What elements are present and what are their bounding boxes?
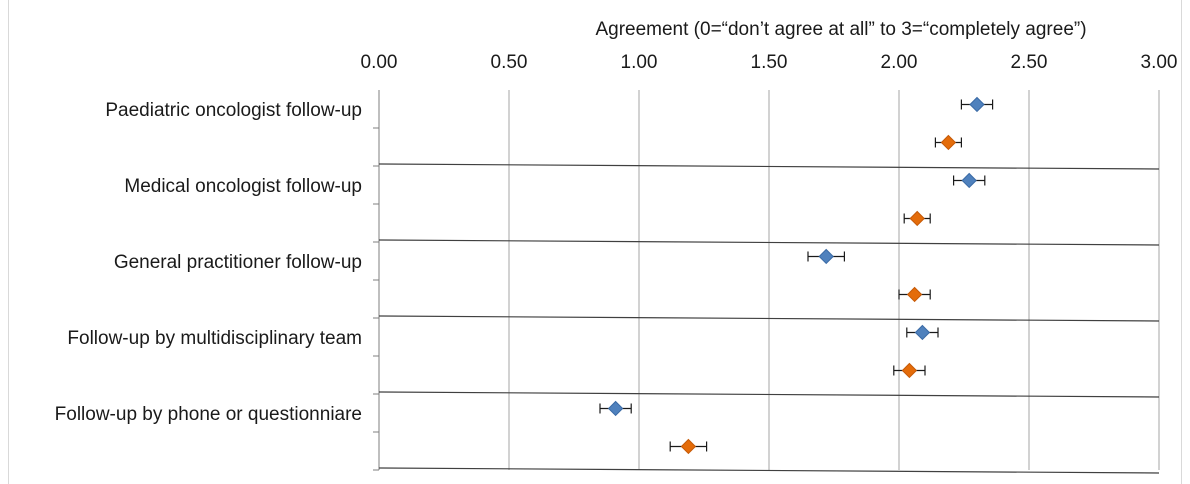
data-point xyxy=(952,172,986,189)
data-point xyxy=(599,400,632,417)
data-point xyxy=(934,134,963,151)
diamond-marker xyxy=(818,248,834,265)
data-point xyxy=(906,324,939,341)
x-tick-label: 1.00 xyxy=(621,52,658,73)
data-point xyxy=(898,286,931,303)
category-label: Follow-up by phone or questionniare xyxy=(55,404,362,425)
x-tick-label: 0.00 xyxy=(361,52,398,73)
diamond-marker xyxy=(680,438,697,455)
data-point xyxy=(903,210,931,227)
category-separator xyxy=(378,391,1160,398)
chart-frame xyxy=(8,0,1182,484)
diamond-marker xyxy=(906,286,923,303)
grid-layer xyxy=(373,90,1160,474)
category-separator xyxy=(378,315,1160,322)
category-label: Medical oncologist follow-up xyxy=(124,176,362,197)
category-separator xyxy=(378,239,1160,246)
x-tick-label: 1.50 xyxy=(751,52,788,73)
x-tick-label: 2.50 xyxy=(1011,52,1048,73)
data-point xyxy=(960,96,994,113)
x-tick-label: 2.00 xyxy=(881,52,918,73)
category-separator xyxy=(378,467,1160,474)
category-label: Follow-up by multidisciplinary team xyxy=(67,328,362,349)
category-label: General practitioner follow-up xyxy=(114,252,362,273)
category-label: Paediatric oncologist follow-up xyxy=(105,100,362,121)
diamond-marker xyxy=(901,362,918,379)
data-point xyxy=(807,248,846,265)
diamond-marker xyxy=(607,400,624,417)
diamond-marker xyxy=(914,324,931,341)
diamond-marker xyxy=(909,210,925,227)
data-markers xyxy=(599,96,994,455)
category-separator xyxy=(378,163,1160,170)
diamond-marker xyxy=(940,134,957,151)
x-tick-labels: 0.00 0.50 1.00 1.50 2.00 2.50 3.00 xyxy=(361,52,1178,73)
data-point xyxy=(669,438,708,455)
x-tick-label: 0.50 xyxy=(491,52,528,73)
data-point xyxy=(893,362,926,379)
diamond-marker xyxy=(969,96,985,113)
diamond-marker xyxy=(961,172,977,189)
x-axis-title: Agreement (0=“don’t agree at all” to 3=“… xyxy=(595,19,1086,40)
category-labels: Paediatric oncologist follow-up Medical o… xyxy=(55,100,362,425)
x-tick-label: 3.00 xyxy=(1141,52,1178,73)
